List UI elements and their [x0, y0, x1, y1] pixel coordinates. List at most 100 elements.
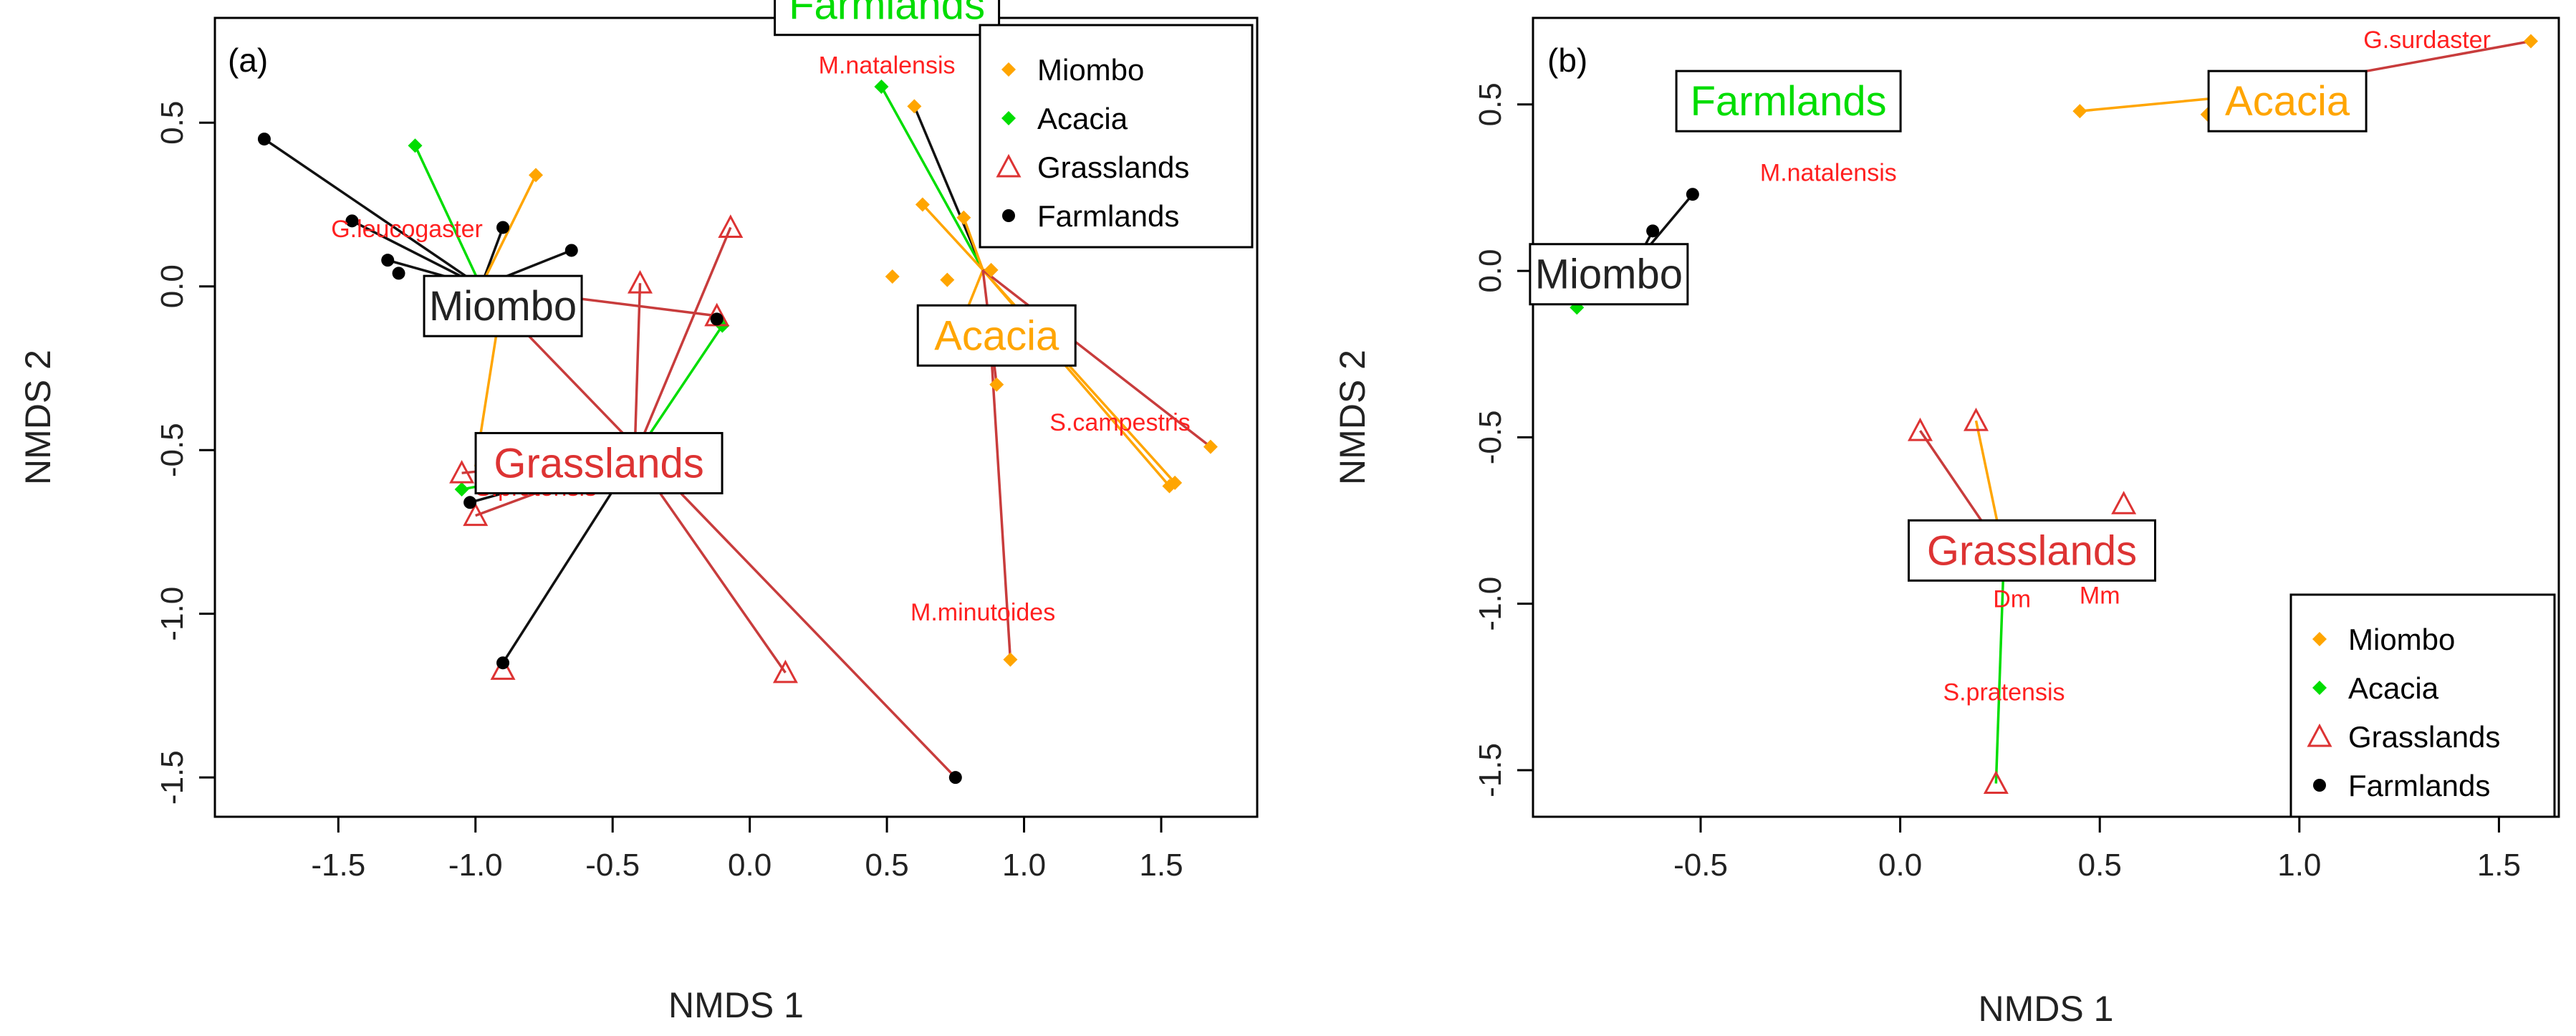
x-axis-label: NMDS 1 [1979, 989, 2114, 1029]
data-point [956, 210, 971, 225]
data-point [1646, 224, 1660, 238]
spoke-line [989, 351, 1012, 660]
x-tick-label: -1.0 [448, 848, 503, 883]
spoke-line [480, 285, 957, 779]
data-point [345, 214, 359, 228]
legend: Miombo Acacia Grasslands Farmlands [979, 24, 1254, 249]
series-farmlands [257, 133, 962, 785]
data-point [1686, 188, 1699, 201]
x-tick-label: 0.5 [2078, 848, 2122, 883]
data-point [772, 659, 798, 684]
y-axis-label: NMDS 2 [18, 350, 58, 485]
species-label: G.surdaster [2363, 27, 2491, 54]
y-tick-label: -1.5 [155, 750, 190, 805]
spoke-line [982, 269, 1211, 449]
species-label: G.leucogaster [331, 216, 483, 243]
legend-label: Acacia [2348, 671, 2439, 705]
x-tick-label: 0.0 [1878, 848, 1922, 883]
series-grasslands [449, 214, 798, 684]
centroid-label: Farmlands [789, 0, 985, 29]
centroid-label: Miombo [429, 283, 577, 330]
x-tick-label: 1.0 [2277, 848, 2321, 883]
data-point [984, 262, 999, 277]
legend-label: Farmlands [2348, 769, 2490, 802]
legend-marker [996, 153, 1022, 178]
species-label: S.pratensis [1943, 678, 2065, 706]
legend-label: Grasslands [1037, 150, 1189, 184]
x-axis-label: NMDS 1 [668, 985, 804, 1025]
data-point [381, 254, 395, 267]
species-label: S.campestris [1049, 409, 1191, 436]
panel-a: -1.5 -1.0 -0.5 0.0 0.5 1.0 1.5 0.5 0.0 -0.5 -1.0 -1… [18, 0, 1259, 1025]
legend: Miombo Acacia Grasslands Farmlands [2289, 593, 2556, 818]
data-point [490, 656, 516, 680]
spoke-line [921, 203, 984, 272]
x-tick-label: 0.5 [865, 848, 909, 883]
data-point [627, 269, 653, 294]
centroid-label-box [1675, 69, 1902, 133]
centroid-label: Miombo [1535, 251, 1683, 298]
y-axis-label: NMDS 2 [1332, 350, 1373, 485]
data-point [564, 244, 578, 257]
data-point [989, 377, 1004, 392]
centroid-label: Grasslands [494, 440, 703, 486]
data-point [528, 168, 543, 183]
data-point [449, 460, 475, 484]
data-point [940, 272, 955, 287]
data-point [1983, 770, 2009, 795]
y-tick-label: 0.5 [1473, 82, 1508, 126]
data-point [948, 771, 962, 785]
legend-label: Acacia [1037, 102, 1128, 135]
spoke-line [913, 105, 984, 271]
data-point [392, 267, 405, 280]
data-point [874, 79, 889, 94]
centroid-label: Grasslands [1927, 527, 2137, 574]
spoke-line [880, 86, 984, 271]
plot-frame [213, 16, 1259, 818]
x-tick-label: 1.5 [1139, 848, 1183, 883]
species-label: M.natalensis [1760, 160, 1897, 187]
data-point [463, 502, 489, 527]
y-tick-label: -1.0 [1473, 577, 1508, 631]
centroid-label: Farmlands [1691, 78, 1887, 125]
x-tick-label: -1.5 [311, 848, 365, 883]
species-label: M.natalensis [819, 52, 956, 80]
panel-b: -0.5 0.0 0.5 1.0 1.5 0.5 0.0 -0.5 -1.0 -1.5 NMDS 1… [1332, 16, 2560, 1029]
centroid-label-box [1907, 519, 2156, 582]
centroid-label: Acacia [2225, 78, 2350, 125]
data-point [2523, 34, 2538, 49]
panel-label: (a) [228, 42, 268, 79]
data-point [496, 656, 510, 670]
data-point [1907, 417, 1933, 441]
spoke-line [263, 138, 482, 288]
data-point [907, 99, 922, 114]
data-point [454, 482, 469, 497]
y-tick-label: -1.5 [1473, 743, 1508, 797]
legend-marker [2312, 681, 2327, 695]
data-point [885, 269, 900, 284]
legend-label: Miombo [1037, 53, 1144, 87]
data-point [2072, 104, 2087, 119]
spoke-line [633, 283, 642, 457]
centroid-label-box [2207, 69, 2368, 133]
centroid-label-box [423, 274, 583, 337]
legend-marker [1001, 62, 1016, 77]
data-point [408, 138, 423, 153]
data-point [1963, 407, 1989, 431]
data-point [915, 197, 930, 212]
series-farmlands [1646, 188, 1699, 238]
y-tick-label: -1.0 [155, 587, 190, 641]
y-tick-label: 0.5 [155, 101, 190, 145]
legend-box [979, 24, 1254, 249]
legend-label: Miombo [2348, 623, 2455, 656]
x-tick-label: 0.0 [728, 848, 772, 883]
species-label: Mm [2080, 582, 2120, 610]
x-tick-label: 1.5 [2477, 848, 2521, 883]
species-label: M.minutoides [910, 599, 1055, 626]
spoke-line [633, 226, 732, 458]
data-point [718, 214, 744, 238]
spoke-line [1994, 553, 2006, 784]
y-tick-label: 0.0 [155, 264, 190, 308]
centroid-label-box [474, 431, 724, 494]
